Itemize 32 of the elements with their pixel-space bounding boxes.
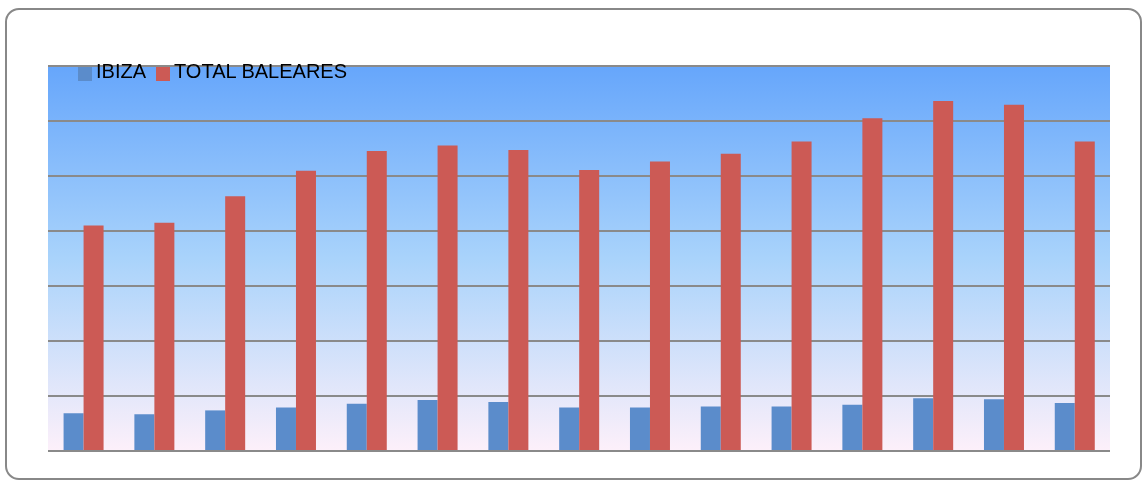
- bar: [913, 398, 934, 451]
- bar: [842, 404, 863, 451]
- bar: [63, 413, 84, 451]
- legend-label: TOTAL BALEARES: [174, 60, 348, 82]
- bar: [488, 402, 509, 451]
- bar: [983, 399, 1004, 451]
- bar: [1003, 104, 1024, 451]
- bar: [1054, 403, 1075, 451]
- bar: [437, 145, 458, 451]
- bar: [366, 151, 387, 451]
- bar: [275, 407, 296, 451]
- bar: [720, 153, 741, 451]
- bar: [83, 225, 104, 451]
- bar: [862, 118, 883, 451]
- bar: [346, 403, 367, 451]
- bar: [205, 410, 226, 451]
- bar: [559, 407, 580, 451]
- bar: [649, 161, 670, 451]
- bar: [700, 406, 721, 451]
- bar: [771, 406, 792, 451]
- bar: [225, 196, 246, 451]
- bar: [134, 414, 155, 451]
- bar: [791, 141, 812, 451]
- legend-label: IBIZA: [96, 60, 147, 82]
- bar: [154, 222, 175, 451]
- bar: [1074, 141, 1095, 451]
- bar: [933, 101, 954, 451]
- bar: [417, 399, 438, 451]
- bar: [295, 170, 316, 451]
- bar: [508, 150, 529, 451]
- bar: [579, 169, 600, 451]
- bar: [629, 407, 650, 451]
